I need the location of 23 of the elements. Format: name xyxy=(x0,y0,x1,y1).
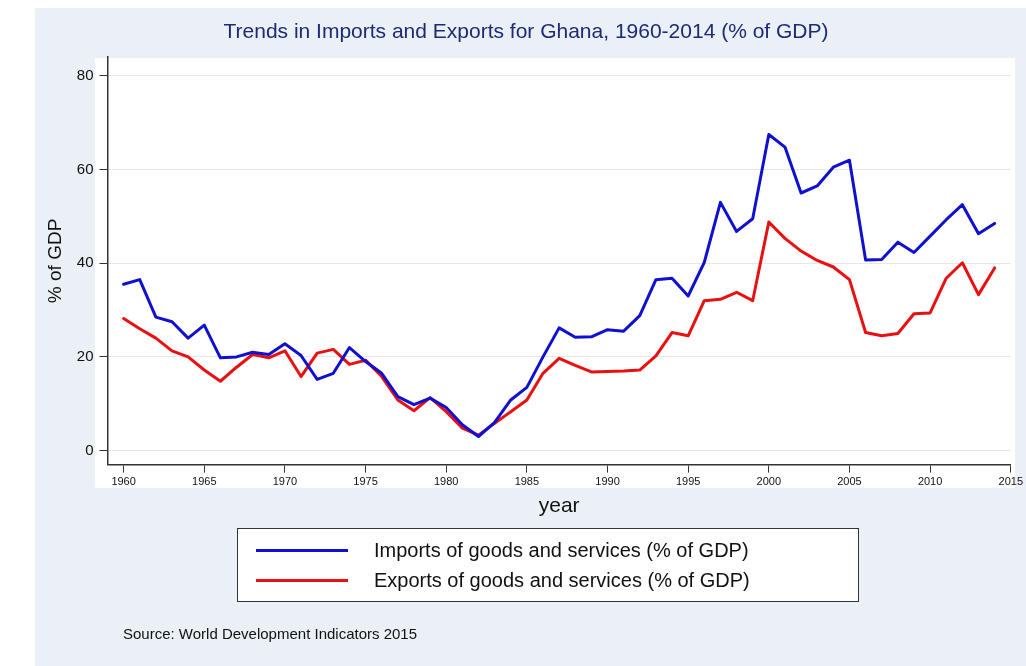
x-tick-label: 2000 xyxy=(756,475,782,488)
x-tick-label: 1980 xyxy=(433,475,459,488)
legend-label: Imports of goods and services (% of GDP) xyxy=(374,538,749,562)
x-tick-label: 1990 xyxy=(595,475,620,488)
y-tick-label: 40 xyxy=(76,253,94,271)
y-tick-label: 0 xyxy=(85,440,94,458)
y-tick-label: 20 xyxy=(76,347,94,365)
x-tick-label: 1965 xyxy=(192,475,217,488)
x-tick-label: 1985 xyxy=(514,475,540,488)
x-tick-label: 1975 xyxy=(353,475,378,488)
source-note: Source: World Development Indicators 2015 xyxy=(123,625,418,642)
y-tick-label: 80 xyxy=(76,66,94,84)
chart-title: Trends in Imports and Exports for Ghana, 1960-2014 (% of GDP) xyxy=(223,19,829,43)
x-tick-label: 1995 xyxy=(675,475,701,488)
x-tick-label: 1970 xyxy=(272,475,298,488)
x-tick-label: 2015 xyxy=(998,475,1024,488)
x-axis-title: year xyxy=(538,493,580,517)
x-tick-label: 2005 xyxy=(837,475,862,488)
x-tick-label: 2010 xyxy=(917,475,943,488)
x-tick-label: 1960 xyxy=(111,475,136,488)
y-axis-title: % of GDP xyxy=(43,218,65,304)
legend-label: Exports of goods and services (% of GDP) xyxy=(374,568,750,592)
y-tick-label: 60 xyxy=(76,159,94,177)
